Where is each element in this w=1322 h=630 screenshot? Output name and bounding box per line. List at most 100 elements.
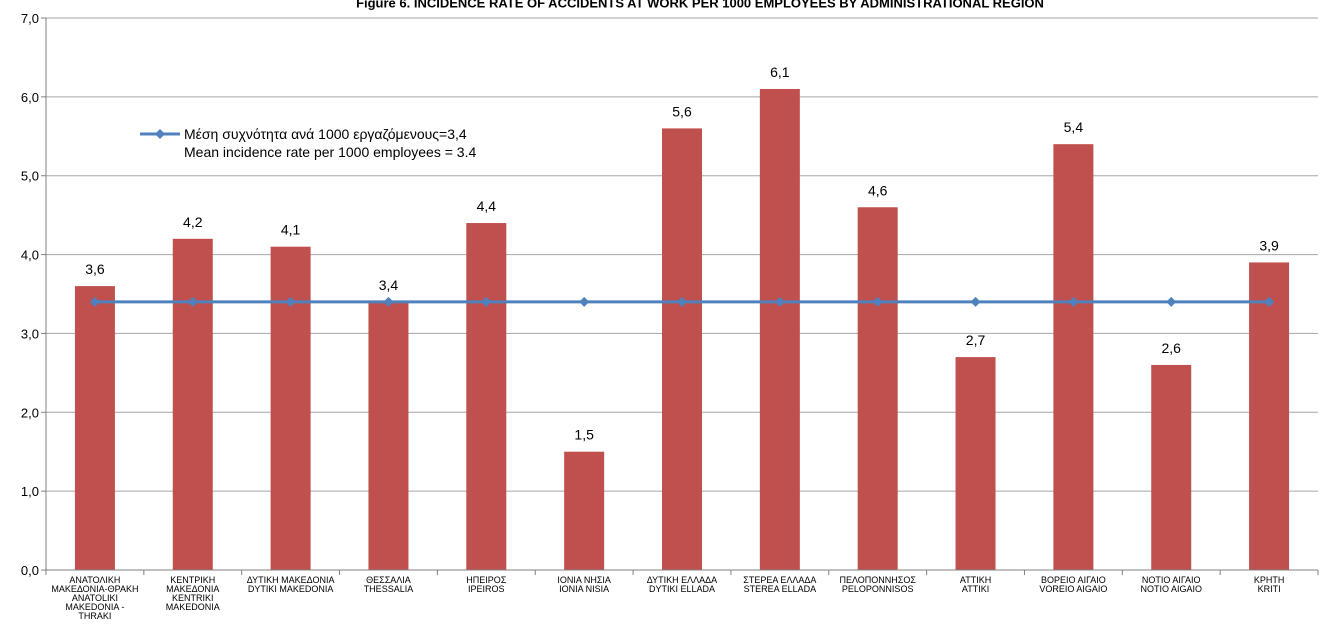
data-label: 5,6 bbox=[672, 103, 692, 119]
category-label-line: ΠΕΛΟΠΟΝΝΗΣΟΣ bbox=[839, 575, 916, 585]
category-label-line: ΝΟΤΙΟ ΑΙΓΑΙΟ bbox=[1142, 575, 1201, 585]
category-label-line: ΙΟΝΙΑ ΝΗΣΙΑ bbox=[557, 575, 611, 585]
category-label-line: THESSALIA bbox=[364, 584, 414, 594]
category-label-line: ΣΤΕΡΕΑ ΕΛΛΑΔΑ bbox=[743, 575, 816, 585]
line-point bbox=[1166, 296, 1177, 307]
line-point bbox=[579, 296, 590, 307]
data-label: 3,9 bbox=[1259, 237, 1279, 253]
legend: Μέση συχνότητα ανά 1000 εργαζόμενους=3,4… bbox=[140, 126, 476, 160]
line-point bbox=[1264, 296, 1275, 307]
line-point bbox=[89, 296, 100, 307]
category-label-line: MAKEDONIA - bbox=[65, 602, 124, 612]
data-label: 5,4 bbox=[1064, 119, 1084, 135]
bar bbox=[1151, 364, 1192, 570]
category-label-line: ΔΥΤΙΚΗ ΜΑΚΕΔΟΝΙΑ bbox=[247, 575, 335, 585]
category-label: ΑΤΤΙΚΗ ATTIKI bbox=[960, 575, 991, 594]
line-point bbox=[383, 296, 394, 307]
data-label: 6,1 bbox=[770, 64, 790, 80]
y-tick-label: 5,0 bbox=[21, 169, 39, 184]
category-label-line: NOTIO AIGAIO bbox=[1140, 584, 1202, 594]
category-label-line: ΜΑΚΕΔΟΝΙΑ bbox=[166, 584, 219, 594]
data-label: 4,1 bbox=[281, 222, 301, 238]
category-label-line: IONIA NISIA bbox=[559, 584, 609, 594]
legend-point-marker bbox=[155, 129, 165, 139]
bar bbox=[955, 357, 996, 570]
category-label-line: ATTIKI bbox=[962, 584, 989, 594]
y-tick-label: 2,0 bbox=[21, 405, 39, 420]
line-point bbox=[677, 296, 687, 307]
bar bbox=[466, 223, 507, 570]
category-label: ΔΥΤΙΚΗ ΕΛΛΑΔΑ DYTIKI ELLADA bbox=[647, 575, 717, 594]
bar bbox=[662, 128, 702, 570]
category-label-line: DYTIKI MAKEDONIA bbox=[248, 584, 334, 594]
category-label: ΚΕΝΤΡΙΚΗ ΜΑΚΕΔΟΝΙΑ KENTRIKI MAKEDONIA bbox=[166, 575, 220, 612]
category-label-line: ΗΠΕΙΡΟΣ bbox=[466, 575, 507, 585]
y-tick-label: 6,0 bbox=[21, 90, 39, 105]
category-label: ΑΝΑΤΟΛΙΚΗ ΜΑΚΕΔΟΝΙΑ-ΘΡΑΚΗ ANATOLIKI MAKEDON… bbox=[51, 575, 138, 621]
data-label: 4,2 bbox=[183, 214, 203, 230]
data-label: 4,4 bbox=[477, 198, 497, 214]
y-tick-label: 3,0 bbox=[21, 326, 39, 341]
category-label: ΚΡΗΤΗ KRITI bbox=[1254, 575, 1285, 594]
category-label-line: ΜΑΚΕΔΟΝΙΑ-ΘΡΑΚΗ bbox=[51, 584, 138, 594]
data-label: 1,5 bbox=[574, 427, 594, 443]
chart-title: Figure 6. INCIDENCE RATE OF ACCIDENTS AT… bbox=[356, 0, 1044, 10]
bar bbox=[368, 301, 409, 570]
legend-label: Μέση συχνότητα ανά 1000 εργαζόμενους=3,4 bbox=[184, 126, 467, 142]
category-label-line: ΚΡΗΤΗ bbox=[1254, 575, 1285, 585]
data-label: 3,6 bbox=[85, 261, 105, 277]
category-label: ΙΟΝΙΑ ΝΗΣΙΑ IONIA NISIA bbox=[557, 575, 611, 594]
line-point bbox=[872, 296, 883, 307]
category-label-line: ΘΕΣΣΑΛΙΑ bbox=[366, 575, 411, 585]
data-label: 2,7 bbox=[966, 332, 986, 348]
category-label: ΗΠΕΙΡΟΣ IPEIROS bbox=[466, 575, 507, 594]
category-label-line: KRITI bbox=[1258, 584, 1281, 594]
y-tick-label: 0,0 bbox=[21, 563, 39, 578]
data-label: 4,6 bbox=[868, 182, 888, 198]
category-label: ΘΕΣΣΑΛΙΑ THESSALIA bbox=[364, 575, 414, 594]
category-label-line: STEREA ELLADA bbox=[744, 584, 817, 594]
category-label-line: ΑΤΤΙΚΗ bbox=[960, 575, 991, 585]
bar bbox=[759, 88, 800, 570]
bars bbox=[74, 88, 1290, 571]
category-label: ΔΥΤΙΚΗ ΜΑΚΕΔΟΝΙΑ DYTIKI MAKEDONIA bbox=[247, 575, 335, 594]
line-point bbox=[285, 296, 296, 307]
category-label-line: ΑΝΑΤΟΛΙΚΗ bbox=[69, 575, 120, 585]
category-label-line: THRAKI bbox=[78, 611, 111, 621]
category-label-line: ΒΟΡΕΙΟ ΑΙΓΑΙΟ bbox=[1041, 575, 1106, 585]
y-tick-label: 7,0 bbox=[21, 11, 39, 26]
data-label: 2,6 bbox=[1161, 340, 1181, 356]
bar bbox=[857, 207, 898, 570]
category-label: ΣΤΕΡΕΑ ΕΛΛΑΔΑ STEREA ELLADA bbox=[743, 575, 816, 594]
category-label-line: ΚΕΝΤΡΙΚΗ bbox=[170, 575, 215, 585]
category-label-line: KENTRIKI bbox=[172, 593, 214, 603]
category-label: ΝΟΤΙΟ ΑΙΓΑΙΟ NOTIO AIGAIO bbox=[1140, 575, 1202, 594]
data-label: 3,4 bbox=[379, 277, 399, 293]
line-point bbox=[187, 296, 198, 307]
category-label-line: MAKEDONIA bbox=[166, 602, 220, 612]
line-point bbox=[970, 296, 981, 307]
bar bbox=[270, 246, 311, 570]
line-point bbox=[774, 296, 785, 307]
category-label: ΒΟΡΕΙΟ ΑΙΓΑΙΟ VOREIO AIGAIO bbox=[1039, 575, 1107, 594]
data-labels: 3,6 4,2 4,1 3,4 4,4 1,5 5,6 6,1 4,6 2,7 5,4 2,6 3,9 bbox=[85, 64, 1279, 443]
bar bbox=[172, 238, 213, 571]
category-label: ΠΕΛΟΠΟΝΝΗΣΟΣ PELOPONNISOS bbox=[839, 575, 916, 594]
category-label-line: ANATOLIKI bbox=[72, 593, 118, 603]
category-label-line: PELOPONNISOS bbox=[842, 584, 914, 594]
bar bbox=[564, 451, 605, 570]
bar bbox=[1249, 262, 1290, 570]
category-label-line: VOREIO AIGAIO bbox=[1039, 584, 1107, 594]
mean-line-series bbox=[89, 296, 1275, 307]
line-point bbox=[1068, 296, 1079, 307]
category-label-line: IPEIROS bbox=[468, 584, 505, 594]
y-tick-label: 4,0 bbox=[21, 248, 39, 263]
bar bbox=[1053, 144, 1094, 570]
line-point bbox=[481, 296, 492, 307]
bar bbox=[74, 286, 115, 570]
category-label-line: ΔΥΤΙΚΗ ΕΛΛΑΔΑ bbox=[647, 575, 717, 585]
category-label-line: DYTIKI ELLADA bbox=[649, 584, 715, 594]
y-tick-label: 1,0 bbox=[21, 484, 39, 499]
